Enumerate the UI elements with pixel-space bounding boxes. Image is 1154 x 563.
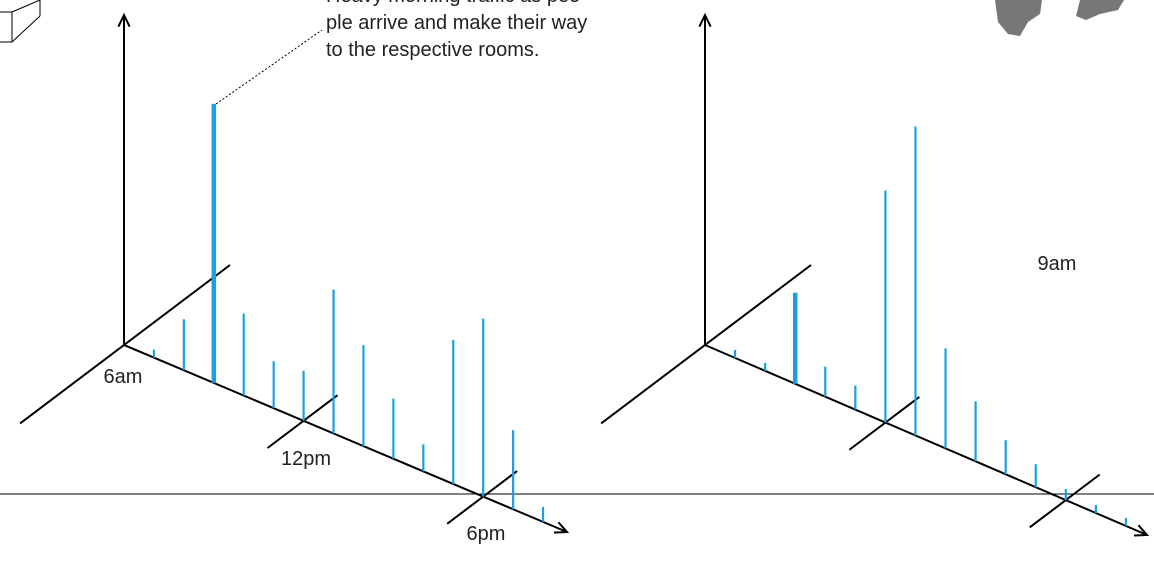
annotation: Heavy morning traffic as peo- (326, 0, 587, 7)
x-axis (123, 344, 568, 533)
map-shapes (995, 0, 1124, 36)
depth-axis (19, 264, 231, 425)
arrow-head (1133, 524, 1150, 537)
annotation: ple arrive and make their way (326, 12, 587, 34)
x-tick-label: 6am (104, 366, 143, 388)
depth-axis (600, 264, 812, 425)
x-tick (1029, 473, 1101, 529)
x-axis (704, 344, 1148, 536)
leader-line (215, 29, 323, 105)
arrow-head (553, 521, 570, 534)
arrow-head (117, 12, 131, 28)
x-tick-label: 6pm (467, 523, 506, 545)
annotation: to the respective rooms. (326, 39, 539, 61)
cube-icon (0, 0, 41, 43)
x-tick (446, 470, 518, 525)
arrow-head (698, 12, 712, 28)
x-tick-label: 12pm (281, 448, 331, 470)
x-tick (266, 394, 339, 449)
annotation: 9am (1038, 253, 1077, 275)
x-tick (848, 396, 920, 451)
